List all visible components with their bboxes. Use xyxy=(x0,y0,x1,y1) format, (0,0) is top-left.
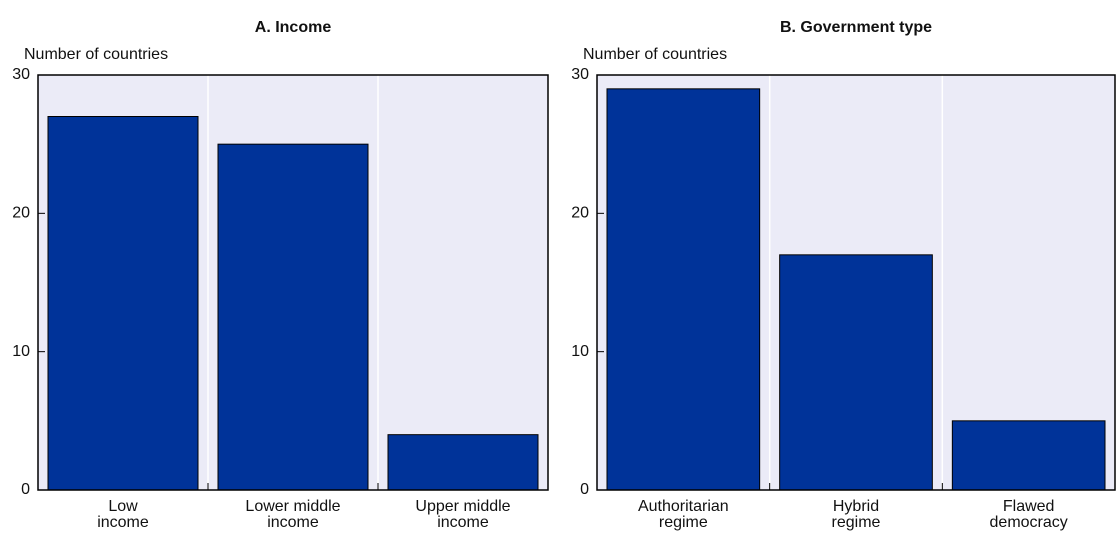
bar xyxy=(387,434,539,491)
y-tick-label: 30 xyxy=(12,66,30,83)
bar xyxy=(606,88,761,491)
x-tick-label: Flawed democracy xyxy=(989,498,1068,531)
y-tick-label: 20 xyxy=(571,205,589,222)
y-axis-label: Number of countries xyxy=(24,46,168,63)
x-tick-label: Upper middle income xyxy=(415,498,511,531)
plot-frame xyxy=(596,74,1116,491)
y-tick-label: 30 xyxy=(571,66,589,83)
bar xyxy=(779,254,933,491)
bar xyxy=(951,420,1106,491)
y-tick-label: 0 xyxy=(580,481,589,498)
y-tick-label: 20 xyxy=(12,205,30,222)
y-axis-label: Number of countries xyxy=(583,46,727,63)
y-tick-label: 10 xyxy=(571,343,589,360)
y-tick-label: 0 xyxy=(21,481,30,498)
chart-title: B. Government type xyxy=(780,19,932,36)
x-tick-label: Authoritarian regime xyxy=(637,498,729,531)
chart-title: A. Income xyxy=(255,19,332,36)
plot-frame xyxy=(37,74,549,491)
x-tick-label: Low income xyxy=(97,498,149,531)
x-tick-label: Lower middle income xyxy=(245,498,341,531)
bar xyxy=(47,116,199,491)
bar xyxy=(217,143,369,491)
y-tick-label: 10 xyxy=(12,343,30,360)
x-tick-label: Hybrid regime xyxy=(831,498,881,531)
